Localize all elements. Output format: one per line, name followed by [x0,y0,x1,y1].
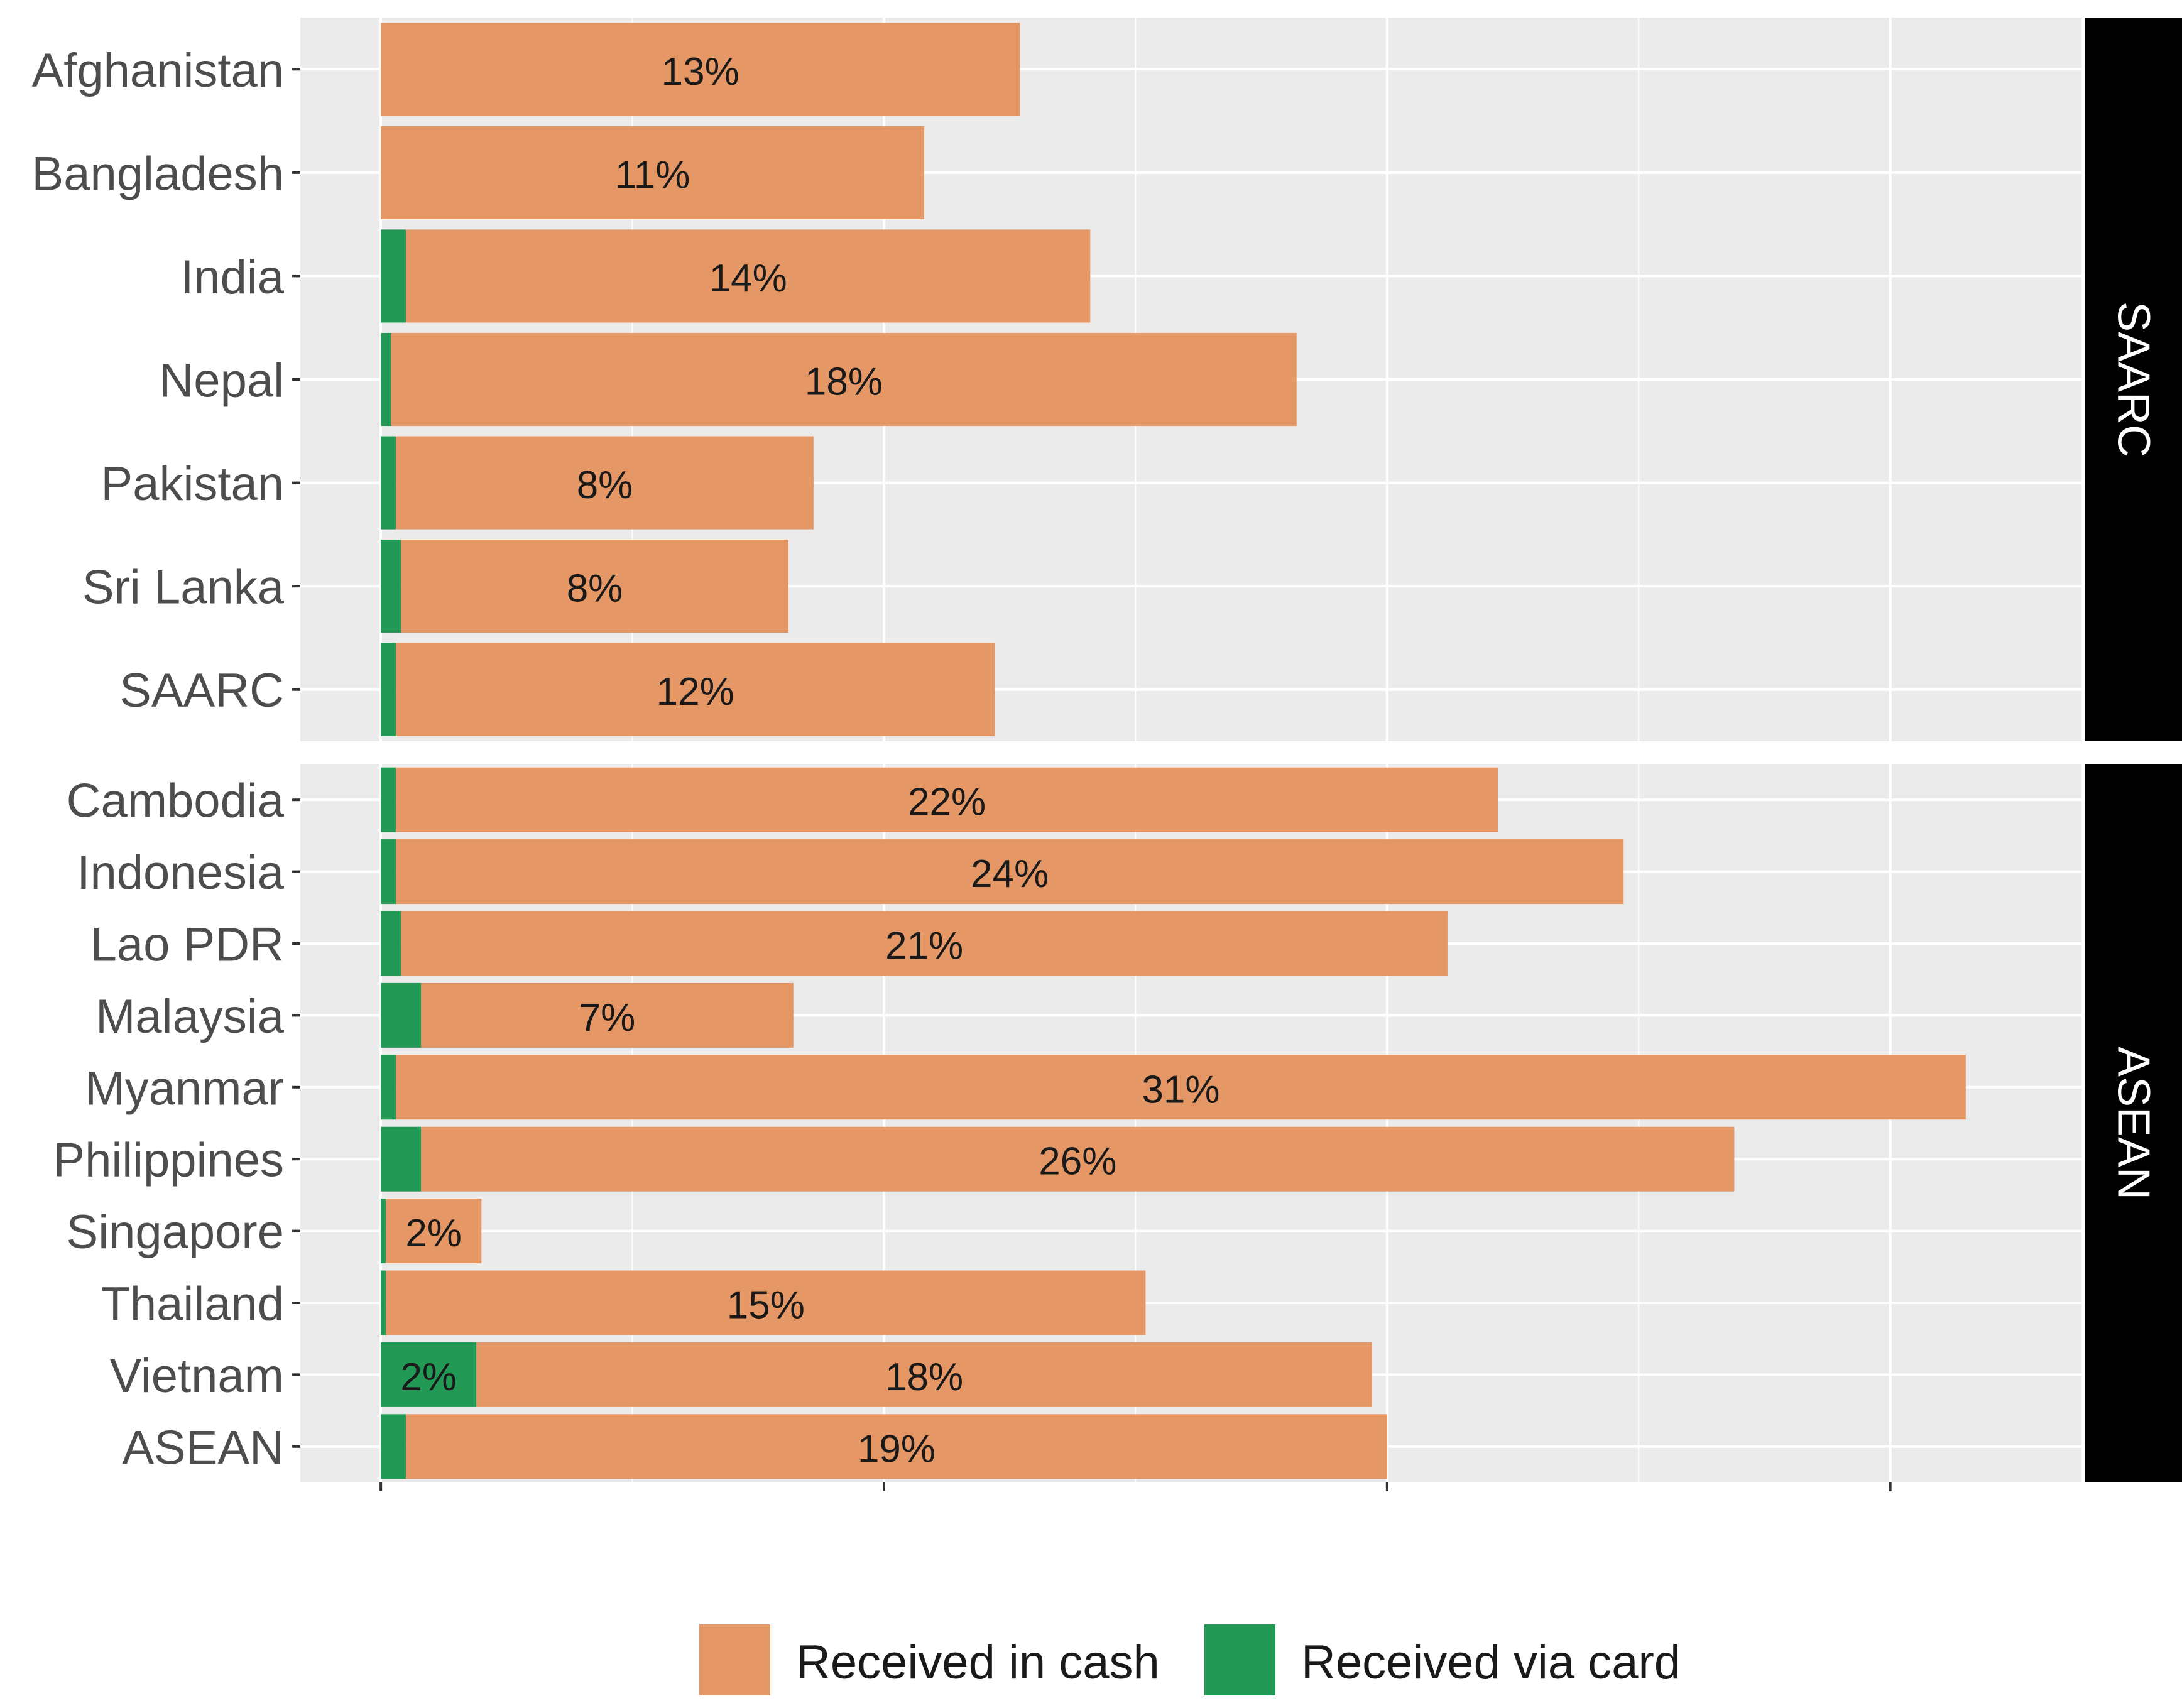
bar-card [381,839,396,905]
y-tick-label: Singapore [67,1205,285,1259]
y-tick-label: Nepal [159,354,284,408]
y-tick-label: Indonesia [77,846,284,900]
bar-cash [381,126,925,219]
bar-value-label: 13% [662,50,739,94]
y-tick-label: SAARC [119,664,284,717]
bar-cash [396,436,814,530]
bar-cash [476,1342,1372,1407]
bar-cash [421,982,794,1048]
bar-value-label: 2% [400,1356,457,1399]
y-tick-label: Thailand [101,1278,284,1331]
bar-value-label: 14% [709,257,787,300]
bar-cash [391,332,1297,427]
bar-value-label: 21% [885,925,963,968]
bar-cash [406,229,1091,323]
bar-card [381,436,396,530]
y-tick-label: Malaysia [95,990,285,1043]
bar-cash [396,839,1624,905]
bar-value-label: 18% [885,1356,963,1399]
bar-card [381,643,396,736]
facet-strip [2085,764,2182,1482]
facet-strip-label: ASEAN [2108,1047,2159,1200]
bar-cash [396,643,995,736]
bar-card [381,1126,422,1192]
facet-strip-label: SAARC [2108,302,2159,457]
y-tick-label: Afghanistan [32,44,284,97]
bar-card [381,911,401,976]
bar-cash [396,767,1498,832]
facet-strip [2085,18,2182,741]
y-tick-label: Vietnam [110,1349,284,1403]
bar-cash [406,1414,1387,1479]
bar-value-label: 2% [405,1212,462,1255]
bar-value-label: 26% [1039,1140,1116,1183]
y-tick-label: Pakistan [101,457,285,511]
legend-key [698,1623,772,1697]
legend-key [1203,1623,1277,1697]
bar-card [381,1414,406,1479]
bar-value-label: 15% [727,1284,805,1327]
y-tick-label: Sri Lanka [82,561,285,614]
bar-value-label: 31% [1142,1068,1219,1111]
y-tick-label: Lao PDR [90,918,284,972]
bar-card [381,229,406,323]
bar-cash [386,1270,1146,1335]
bar-value-label: 12% [657,670,734,714]
bar-value-label: 24% [971,852,1049,896]
bar-value-label: 18% [805,361,883,404]
bar-value-label: 22% [908,781,986,824]
bar-card [381,1199,386,1264]
y-tick-label: Cambodia [67,775,285,828]
y-tick-label: Bangladesh [32,147,284,200]
bar-cash [421,1126,1735,1192]
y-tick-label: Philippines [53,1134,284,1187]
bar-value-label: 8% [567,567,623,611]
bar-cash [381,23,1020,116]
bar-value-label: 8% [577,464,633,507]
bar-value-label: 19% [858,1427,936,1471]
legend-label: Received in cash [796,1636,1160,1689]
y-tick-label: India [180,251,285,304]
bar-cash [401,540,788,633]
bar-card [381,540,401,633]
legend-label: Received via card [1301,1636,1681,1689]
bar-cash [386,1199,482,1264]
bar-value-label: 11% [615,153,690,197]
y-tick-label: ASEAN [122,1421,284,1474]
bar-card [381,1270,386,1335]
bar-cash [396,1055,1966,1120]
y-tick-label: Myanmar [85,1062,284,1115]
bar-card [381,1342,477,1407]
bar-card [381,332,391,427]
bar-card [381,767,396,832]
bar-card [381,1055,396,1120]
bar-card [381,982,422,1048]
bar-value-label: 7% [579,996,636,1040]
bar-cash [401,911,1448,976]
